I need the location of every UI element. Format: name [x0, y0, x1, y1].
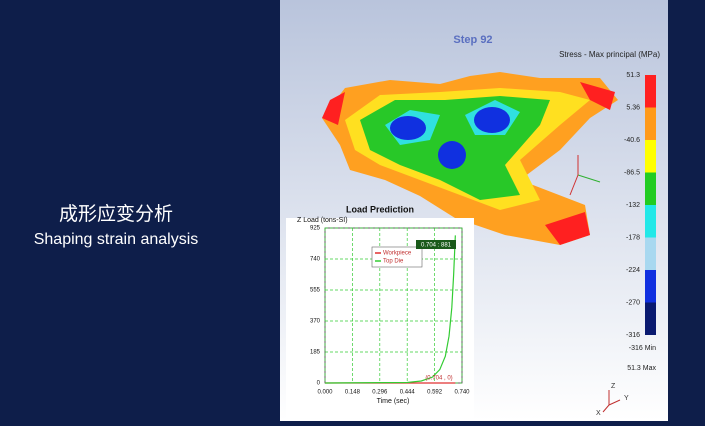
legend-band	[645, 270, 656, 303]
x-tick-label: 0.740	[454, 390, 470, 396]
legend-max: 51.3 Max	[627, 365, 656, 372]
y-tick-label: 740	[310, 257, 321, 263]
x-axis-label: Time (sec)	[377, 398, 410, 405]
chart-legend	[371, 246, 423, 268]
legend-band	[645, 75, 656, 108]
legend-entry: Top Die	[383, 259, 404, 265]
legend-label: -178	[626, 234, 640, 241]
legend-band	[645, 302, 656, 335]
legend-band	[645, 140, 656, 173]
triad-x: X	[596, 410, 601, 417]
legend-label: -132	[626, 202, 640, 209]
annotation-box	[416, 240, 456, 249]
y-tick-label: 925	[310, 226, 321, 232]
series-line	[324, 235, 456, 384]
triad-y: Y	[624, 395, 629, 402]
legend-label: -316	[626, 332, 640, 339]
step-label: Step 92	[453, 34, 492, 46]
legend-label: -270	[626, 299, 640, 306]
chart-title: Load Prediction	[346, 204, 414, 214]
annotation: (0.704 , 0)	[425, 376, 452, 382]
y-axis-label: Z Load (tons-SI)	[297, 217, 348, 224]
triad: Z Y X	[569, 155, 629, 417]
legend-title: Stress - Max principal (MPa)	[559, 50, 660, 59]
y-tick-label: 555	[310, 288, 321, 294]
legend-label: -224	[626, 267, 640, 274]
title-en: Shaping strain analysis	[34, 231, 199, 248]
legend-min: -316 Min	[629, 345, 656, 352]
x-tick-label: 0.444	[400, 390, 416, 396]
x-tick-label: 0.592	[427, 390, 443, 396]
y-tick-label: 370	[310, 319, 321, 325]
part	[322, 72, 618, 245]
y-tick-label: 0	[317, 381, 321, 387]
legend-band	[645, 172, 656, 205]
legend-entry: Workpiece	[383, 251, 412, 257]
x-tick-label: 0.296	[372, 390, 388, 396]
annotation: 0.704 : 881	[421, 243, 452, 249]
x-tick-label: 0.000	[317, 390, 333, 396]
legend-label: -86.5	[624, 169, 640, 176]
legend-band	[645, 107, 656, 140]
legend-band	[645, 237, 656, 270]
triad-z: Z	[611, 383, 616, 390]
legend-label: 51.3	[626, 72, 640, 79]
x-tick-label: 0.148	[345, 390, 361, 396]
legend-label: -40.6	[624, 137, 640, 144]
y-tick-label: 185	[310, 350, 321, 356]
legend-band	[645, 205, 656, 238]
legend-label: 5.36	[626, 104, 640, 111]
title-zh: 成形应变分析	[59, 203, 173, 225]
